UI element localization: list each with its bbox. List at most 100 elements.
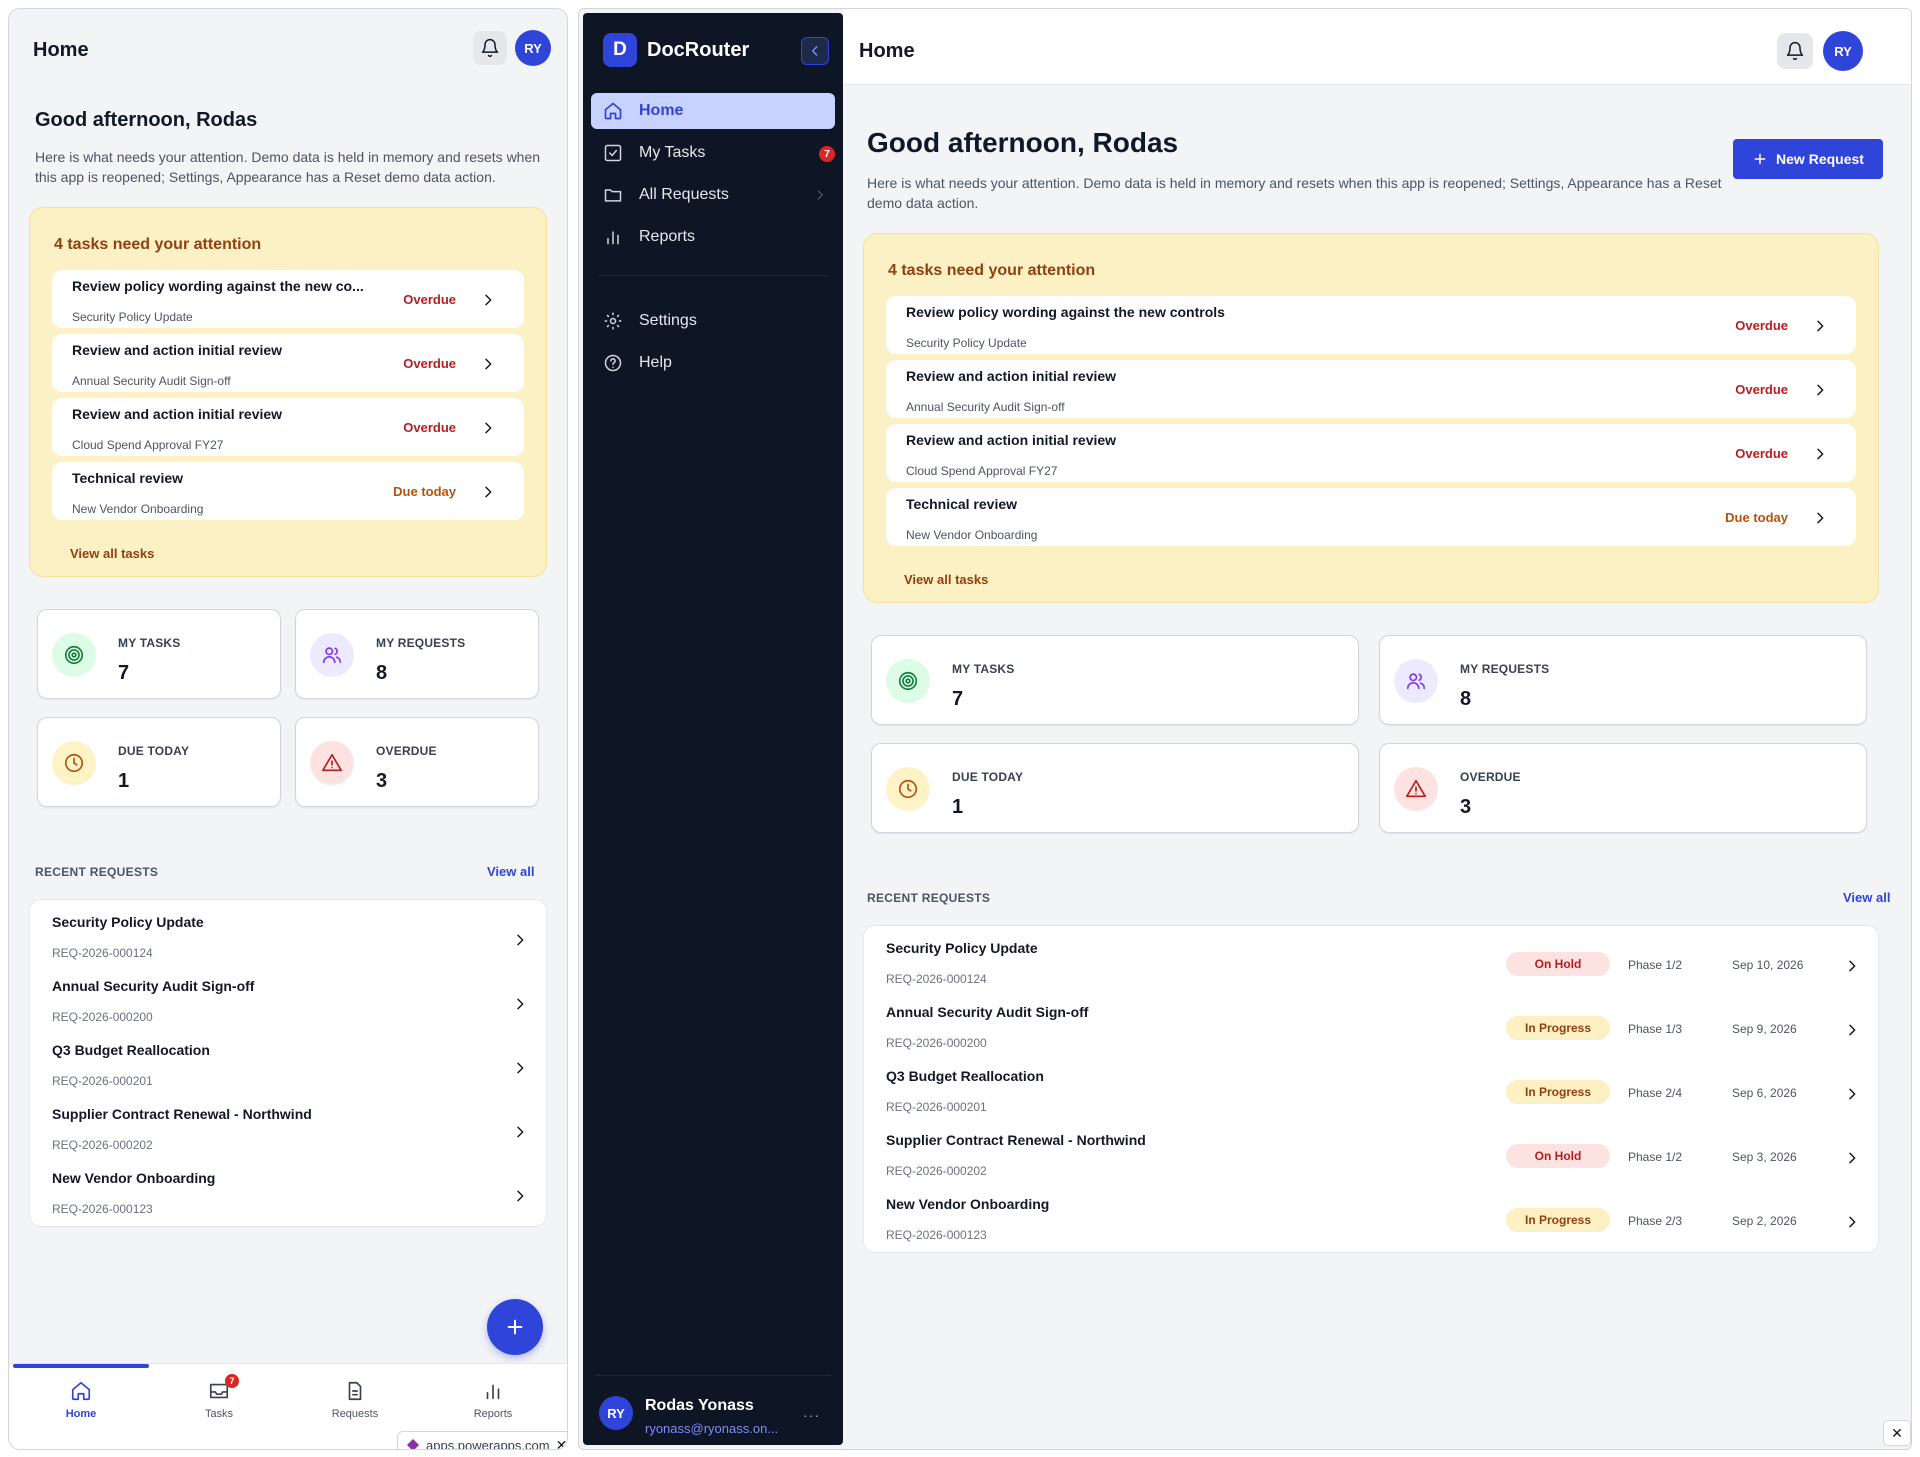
table-row[interactable]: Security Policy Update REQ-2026-000124 On … [864, 930, 1878, 994]
bar-chart-icon [603, 227, 623, 247]
warning-icon [1405, 778, 1427, 800]
stat-value: 1 [952, 796, 964, 818]
view-all-requests-link[interactable]: View all [487, 864, 535, 879]
stat-card-my-tasks[interactable]: MY TASKS 7 [871, 635, 1359, 725]
request-phase: Phase 1/2 [1628, 958, 1683, 972]
sidebar-item-help[interactable]: Help [591, 345, 835, 381]
greeting: Good afternoon, Rodas [35, 109, 258, 131]
stat-card-my-requests[interactable]: MY REQUESTS 8 [295, 609, 539, 699]
table-row[interactable]: New Vendor Onboarding REQ-2026-000123 In P… [864, 1186, 1878, 1250]
recent-requests-list: Security Policy Update REQ-2026-000124 Ann… [29, 899, 547, 1227]
request-id: REQ-2026-000124 [52, 946, 153, 960]
plus-icon [1752, 151, 1768, 167]
stat-card-my-requests[interactable]: MY REQUESTS 8 [1379, 635, 1867, 725]
list-item[interactable]: Security Policy Update REQ-2026-000124 [30, 904, 546, 968]
plus-icon [504, 1316, 526, 1338]
request-id: REQ-2026-000202 [52, 1138, 153, 1152]
sidebar-item-reports[interactable]: Reports [591, 219, 835, 255]
task-title: Review and action initial review [906, 432, 1117, 448]
stat-card-due-today[interactable]: DUE TODAY 1 [871, 743, 1359, 833]
view-all-tasks-link[interactable]: View all tasks [904, 572, 989, 587]
close-icon[interactable]: ✕ [1883, 1420, 1911, 1446]
request-date: Sep 6, 2026 [1732, 1086, 1797, 1100]
list-item[interactable]: Annual Security Audit Sign-off REQ-2026-0… [30, 968, 546, 1032]
attention-task-item[interactable]: Review and action initial review Annual S… [886, 360, 1856, 418]
attention-task-item[interactable]: Review and action initial review Annual S… [52, 334, 524, 392]
view-all-requests-link[interactable]: View all [1843, 890, 1891, 905]
list-item[interactable]: New Vendor Onboarding REQ-2026-000123 [30, 1160, 546, 1224]
attention-task-item[interactable]: Review and action initial review Cloud Sp… [52, 398, 524, 456]
chevron-right-icon [1844, 1022, 1860, 1038]
user-name: Rodas Yonass [645, 1397, 754, 1414]
chevron-right-icon [1812, 446, 1828, 462]
new-request-fab[interactable] [487, 1299, 543, 1355]
stat-icon-wrap [310, 633, 354, 677]
request-phase: Phase 1/2 [1628, 1150, 1683, 1164]
sidebar-item-label: Home [639, 102, 684, 119]
sidebar-item-all-requests[interactable]: All Requests [591, 177, 835, 213]
app-logo: D [603, 33, 637, 67]
request-date: Sep 10, 2026 [1732, 958, 1804, 972]
task-title: Review and action initial review [72, 406, 283, 422]
sidebar-item-home[interactable]: Home [591, 93, 835, 129]
chevron-right-icon [512, 996, 528, 1012]
close-icon[interactable]: ✕ [555, 1436, 568, 1450]
stat-card-my-tasks[interactable]: MY TASKS 7 [37, 609, 281, 699]
url-text: apps.powerapps.com [426, 1437, 550, 1450]
notifications-button[interactable] [1777, 33, 1813, 69]
chevron-right-icon [1812, 510, 1828, 526]
task-title: Technical review [906, 496, 1018, 512]
tab-reports[interactable]: Reports [453, 1380, 533, 1420]
stat-card-overdue[interactable]: OVERDUE 3 [1379, 743, 1867, 833]
sidebar-item-label: Help [639, 354, 672, 371]
attention-task-item[interactable]: Technical review New Vendor Onboarding Due… [886, 488, 1856, 546]
attention-task-item[interactable]: Technical review New Vendor Onboarding Due… [52, 462, 524, 520]
list-item[interactable]: Supplier Contract Renewal - Northwind REQ… [30, 1096, 546, 1160]
stat-icon-wrap [886, 767, 930, 811]
stat-card-due-today[interactable]: DUE TODAY 1 [37, 717, 281, 807]
tab-requests[interactable]: Requests [315, 1380, 395, 1420]
sidebar-divider [599, 275, 827, 276]
list-item[interactable]: Q3 Budget Reallocation REQ-2026-000201 [30, 1032, 546, 1096]
notifications-button[interactable] [473, 31, 507, 65]
request-id: REQ-2026-000200 [52, 1010, 153, 1024]
avatar[interactable]: RY [1823, 31, 1863, 71]
attention-title: 4 tasks need your attention [54, 236, 262, 253]
sidebar-item-my-tasks[interactable]: My Tasks 7 [591, 135, 835, 171]
table-row[interactable]: Annual Security Audit Sign-off REQ-2026-0… [864, 994, 1878, 1058]
collapse-sidebar-button[interactable] [801, 37, 829, 65]
new-request-button[interactable]: New Request [1733, 139, 1883, 179]
task-title: Review and action initial review [72, 342, 283, 358]
request-title: Q3 Budget Reallocation [886, 1068, 1044, 1084]
recent-requests-table: Security Policy Update REQ-2026-000124 On … [863, 925, 1879, 1253]
attention-panel: 4 tasks need your attention View all tas… [863, 233, 1879, 603]
request-phase: Phase 2/3 [1628, 1214, 1683, 1228]
greeting-subtitle: Here is what needs your attention. Demo … [867, 175, 1722, 211]
attention-task-item[interactable]: Review policy wording against the new co… [52, 270, 524, 328]
attention-task-item[interactable]: Review policy wording against the new co… [886, 296, 1856, 354]
sidebar-item-settings[interactable]: Settings [591, 303, 835, 339]
tab-home[interactable]: Home [41, 1380, 121, 1420]
table-row[interactable]: Q3 Budget Reallocation REQ-2026-000201 In … [864, 1058, 1878, 1122]
recent-requests-label: RECENT REQUESTS [867, 891, 991, 905]
stat-card-overdue[interactable]: OVERDUE 3 [295, 717, 539, 807]
task-title: Review policy wording against the new co… [906, 304, 1225, 320]
target-icon [63, 644, 85, 666]
warning-icon [321, 752, 343, 774]
stat-value: 8 [376, 662, 388, 684]
view-all-tasks-link[interactable]: View all tasks [70, 546, 155, 561]
task-request-name: Security Policy Update [906, 336, 1027, 350]
request-title: Q3 Budget Reallocation [52, 1042, 210, 1058]
request-id: REQ-2026-000201 [52, 1074, 153, 1088]
greeting: Good afternoon, Rodas [867, 127, 1179, 158]
url-pill[interactable]: apps.powerapps.com ✕ [397, 1431, 568, 1450]
avatar[interactable]: RY [515, 30, 551, 66]
table-row[interactable]: Supplier Contract Renewal - Northwind REQ… [864, 1122, 1878, 1186]
user-avatar[interactable]: RY [599, 1396, 633, 1430]
tab-tasks[interactable]: 7 Tasks [179, 1374, 259, 1420]
status-badge: In Progress [1506, 1080, 1610, 1104]
more-options-icon[interactable]: ··· [803, 1407, 820, 1423]
chevron-right-icon [480, 292, 496, 308]
stat-icon-wrap [52, 633, 96, 677]
attention-task-item[interactable]: Review and action initial review Cloud Sp… [886, 424, 1856, 482]
